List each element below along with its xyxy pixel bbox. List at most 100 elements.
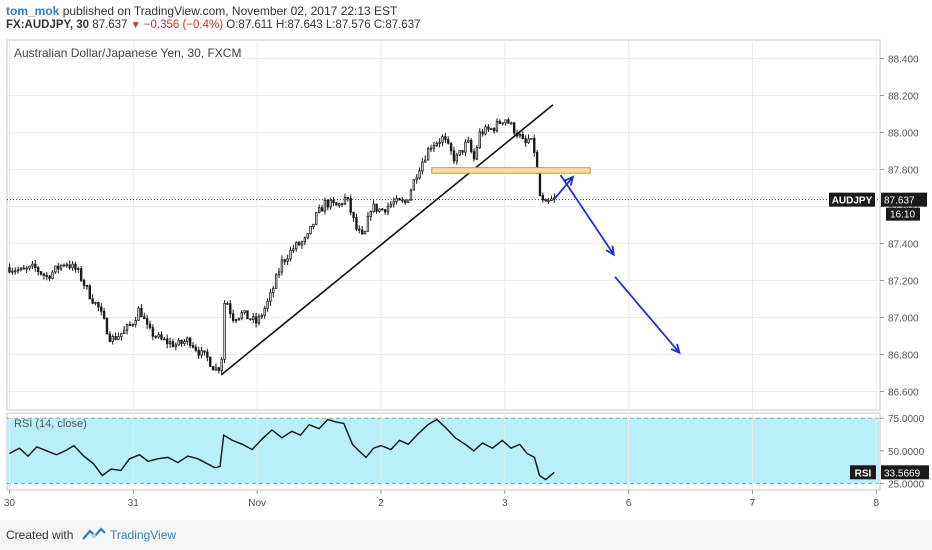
candle-body [214, 367, 218, 371]
arrow-head-icon [605, 245, 615, 257]
countdown-tag [886, 207, 920, 221]
candle-body [111, 336, 114, 342]
down-arrow-icon: ▼ [130, 20, 141, 31]
candle-body [392, 201, 395, 205]
candle-body [77, 268, 80, 270]
footer: Created with TradingView [0, 520, 932, 550]
candle-body [186, 337, 189, 342]
candle-body [472, 151, 476, 160]
tradingview-logo-icon[interactable] [82, 527, 106, 546]
candle-body [166, 338, 169, 345]
candle-body [452, 150, 456, 162]
candle-body [8, 267, 11, 273]
rsi-name-tag [850, 465, 876, 480]
candle-body [323, 200, 327, 212]
candle-body [82, 280, 86, 286]
x-tick-label: 8 [874, 498, 880, 509]
x-tick-label: 7 [750, 498, 756, 509]
chart-canvas[interactable]: 88.40088.20088.00087.80087.60087.40087.2… [0, 0, 932, 520]
price-pane-frame [6, 39, 881, 411]
candle-body [137, 307, 140, 321]
candle-body [197, 349, 200, 356]
candle-body [240, 312, 243, 319]
last-price-tag-value: 87.637 [884, 196, 915, 207]
tradingview-brand[interactable]: TradingView [110, 528, 177, 542]
candle-body [229, 303, 232, 315]
candle-body [409, 189, 413, 201]
x-tick-label: Nov [248, 498, 266, 509]
candle-body [188, 337, 192, 346]
candle-body [375, 203, 378, 212]
candle-body [191, 345, 195, 348]
candle-body [429, 147, 433, 150]
candle-body [237, 317, 241, 321]
rsi-title: RSI (14, close) [14, 418, 87, 430]
candle-body [28, 265, 31, 269]
candle-body [343, 197, 347, 205]
candle-body [378, 208, 381, 212]
candle-body [140, 307, 143, 318]
candle-body [381, 208, 384, 211]
candle-body [289, 250, 292, 260]
candle-body [475, 147, 479, 160]
candle-body [272, 287, 275, 294]
candle-body [352, 211, 355, 219]
candle-body [22, 267, 26, 270]
created-with-text: Created with [6, 528, 74, 542]
candle-body [300, 241, 304, 246]
candle-body [174, 344, 177, 348]
candle-body [254, 316, 258, 324]
candle-body [223, 303, 226, 360]
candle-body [134, 320, 137, 325]
candle-body [441, 136, 444, 143]
candle-body [469, 139, 473, 153]
candle-body [306, 233, 309, 239]
price-change: −0.356 (−0.4%) [143, 19, 224, 31]
candle-body [48, 275, 51, 279]
candle-body [369, 211, 372, 217]
candle-body [125, 324, 129, 331]
symbol-tag-label: AUDJPY [832, 196, 873, 207]
candle-body [42, 273, 46, 276]
candle-body [492, 128, 496, 132]
candle-body [57, 265, 60, 270]
rsi-pane [6, 412, 881, 491]
candle-body [487, 126, 490, 130]
candle-body [122, 329, 126, 335]
candle-body [518, 133, 522, 137]
candle-body [36, 267, 40, 273]
candle-body [340, 203, 344, 206]
candle-body [495, 120, 499, 132]
candle-body [200, 350, 203, 356]
candle-body [455, 154, 459, 162]
candle-body [243, 310, 246, 314]
candle-body [154, 335, 157, 338]
trendline [220, 104, 554, 376]
candle-body [415, 177, 418, 181]
candle-body [295, 242, 298, 250]
y-tick-label: 88.400 [888, 55, 919, 66]
candle-body [114, 336, 117, 340]
author-link[interactable]: tom_mok [6, 4, 60, 18]
x-tick-label: 2 [378, 498, 384, 509]
candle-body [65, 264, 69, 267]
annotation-arrow [553, 176, 574, 200]
candle-body [527, 138, 530, 144]
rsi-name-label: RSI [855, 468, 872, 479]
candle-body [292, 248, 295, 251]
candle-body [449, 142, 453, 152]
candle-body [510, 122, 513, 125]
candle-body [39, 271, 43, 275]
candle-body [404, 200, 407, 203]
candle-body [498, 120, 502, 124]
candle-body [521, 133, 524, 140]
annotation-arrow [559, 174, 615, 256]
candle-body [252, 316, 255, 321]
rsi-tick-label: 25.0000 [888, 479, 925, 490]
countdown-value: 16:10 [890, 210, 915, 221]
symbol-label: FX:AUDJPY, 30 [6, 19, 90, 31]
arrow-head-icon [670, 343, 681, 355]
y-tick-label: 86.600 [888, 388, 919, 399]
rsi-tick-label: 75.0000 [888, 414, 925, 425]
candle-body [277, 271, 281, 276]
